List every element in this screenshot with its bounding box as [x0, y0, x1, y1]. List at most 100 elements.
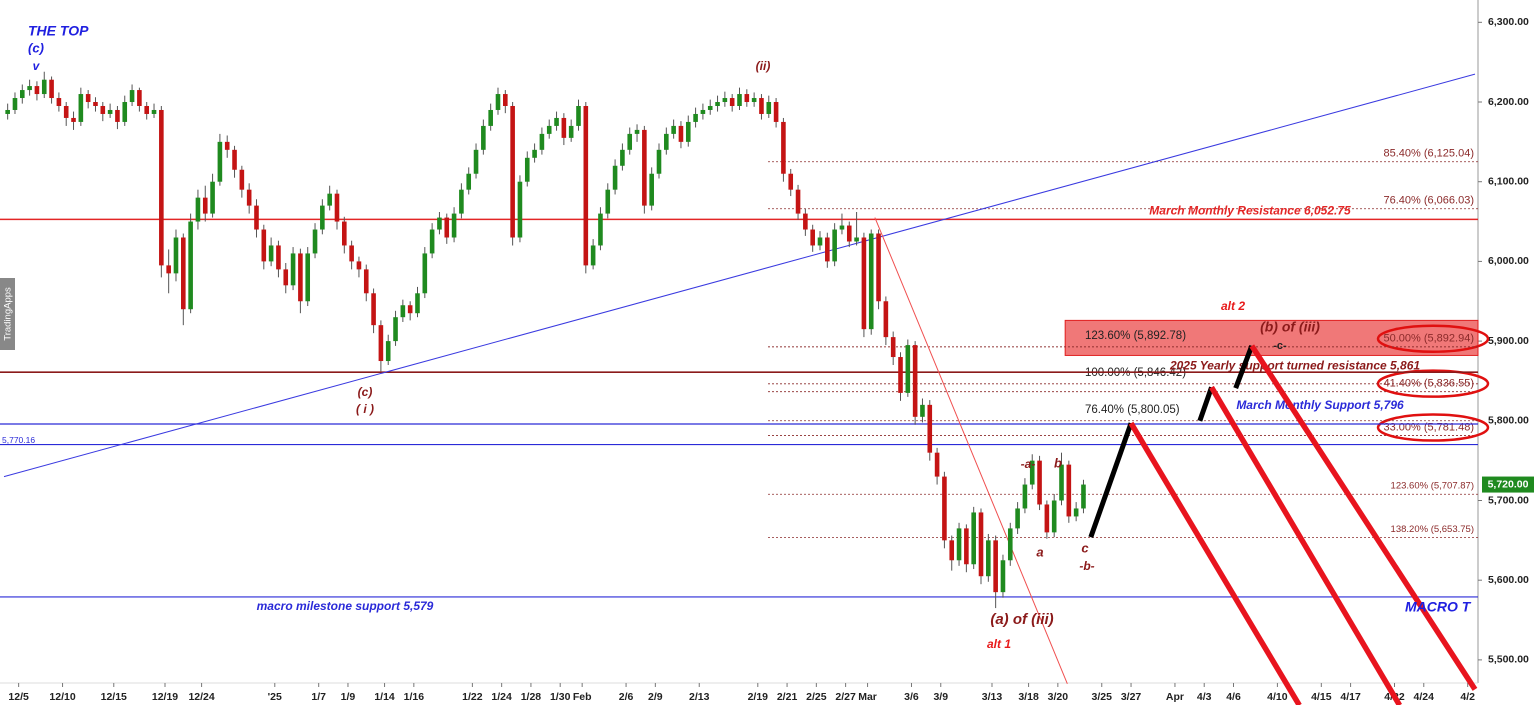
x-tick-label: 12/5	[8, 691, 29, 703]
x-tick-label: 1/7	[311, 691, 326, 703]
candle-body	[854, 237, 859, 242]
x-tick-label: 3/27	[1121, 691, 1142, 703]
last-price-tag	[1482, 476, 1534, 493]
candle-body	[700, 109, 706, 114]
candle-body	[107, 109, 113, 114]
candle-body	[224, 141, 230, 150]
x-tick-label: 2/27	[835, 691, 856, 703]
annotation: alt 1	[987, 637, 1011, 651]
projection-path	[1128, 421, 1302, 705]
candle-body	[327, 193, 332, 206]
candle-body	[437, 217, 442, 230]
y-tick-label: 5,700.00	[1488, 494, 1529, 506]
candle-body	[93, 102, 98, 106]
label-box	[1078, 401, 1193, 417]
annotation: (ii)	[756, 59, 771, 73]
candle-body	[664, 133, 669, 150]
candle-body	[568, 125, 574, 138]
annotation: c	[1081, 540, 1089, 555]
projection-path	[1197, 386, 1214, 422]
candle-body	[378, 325, 384, 362]
candle-body	[239, 169, 245, 190]
candle-body	[964, 528, 969, 565]
watermark: TradingApps	[3, 287, 14, 341]
candle-body	[34, 86, 40, 95]
highlight-ellipse	[1376, 324, 1490, 353]
candle-body	[19, 90, 25, 99]
candle-body	[261, 229, 267, 262]
candle-body	[1051, 500, 1057, 533]
candle-body	[978, 512, 984, 577]
candle-body	[825, 237, 830, 262]
candle-body	[342, 221, 347, 246]
candle-body	[503, 94, 508, 106]
candle-body	[12, 98, 18, 110]
x-tick-label: '25	[268, 691, 282, 703]
x-tick-label: 3/25	[1092, 691, 1113, 703]
candle-body	[649, 173, 654, 206]
annotation: THE TOP	[28, 23, 89, 39]
annotation: (a) of (iii)	[990, 611, 1053, 628]
candle-body	[1022, 484, 1028, 509]
x-tick-label: 4/10	[1267, 691, 1288, 703]
candle-body	[861, 237, 867, 330]
x-tick-label: 4/3	[1197, 691, 1212, 703]
x-tick-label: 2/9	[648, 691, 663, 703]
candle-body	[656, 149, 662, 174]
fib-label: 50.00% (5,892.94)	[1383, 333, 1474, 345]
annotation: -c-	[1273, 340, 1287, 352]
candle-body	[312, 229, 318, 254]
candle-body	[766, 102, 772, 114]
annotation: (b) of (iii)	[1260, 319, 1320, 335]
level-label: March Monthly Support 5,796	[1236, 398, 1404, 412]
candle-body	[1037, 460, 1042, 505]
candle-body	[517, 181, 523, 238]
x-tick-label: 2/25	[806, 691, 827, 703]
candle-body	[905, 345, 911, 393]
annotation: b	[1054, 455, 1062, 470]
candle-body	[298, 253, 303, 302]
annotation: ( i )	[356, 402, 374, 416]
candle-body	[129, 90, 135, 103]
candle-body	[627, 133, 633, 150]
x-tick-label: 3/9	[933, 691, 948, 703]
x-tick-label: 4/6	[1226, 691, 1241, 703]
candle-body	[363, 269, 369, 294]
candle-body	[444, 217, 450, 238]
candle-body	[751, 98, 757, 103]
candle-body	[583, 105, 589, 266]
x-tick-label: Apr	[1166, 691, 1184, 703]
y-tick-label: 5,800.00	[1488, 415, 1529, 427]
candle-body	[122, 102, 128, 122]
candle-body	[810, 229, 815, 246]
candle-body	[737, 94, 742, 106]
x-tick-label: 12/15	[101, 691, 127, 703]
x-tick-label: 1/9	[341, 691, 356, 703]
candle-body	[400, 305, 406, 318]
x-tick-label: 2/6	[619, 691, 634, 703]
candle-body	[1066, 464, 1072, 517]
level-label: 5,770.16	[2, 435, 35, 445]
y-tick-label: 6,000.00	[1488, 255, 1529, 267]
x-tick-label: 4/24	[1414, 691, 1435, 703]
level-label: March Monthly Resistance 6,052.75	[1149, 204, 1351, 218]
candle-body	[986, 540, 991, 577]
x-tick-label: 12/24	[188, 691, 214, 703]
y-tick-label: 6,200.00	[1488, 96, 1529, 108]
candle-body	[634, 129, 640, 134]
x-tick-label: 3/6	[904, 691, 919, 703]
candle-body	[803, 213, 808, 230]
fib-label: 138.20% (5,653.75)	[1391, 524, 1474, 535]
candle-body	[715, 102, 720, 106]
watermark-box	[0, 278, 15, 350]
projection-path	[1209, 385, 1402, 705]
candle-body	[246, 189, 252, 206]
candle-body	[210, 181, 215, 214]
candle-body	[576, 105, 581, 126]
y-tick-label: 5,900.00	[1488, 335, 1529, 347]
candle-body	[71, 117, 76, 122]
candle-body	[539, 133, 545, 150]
candle-body	[942, 476, 947, 541]
candle-body	[1007, 528, 1013, 561]
candle-body	[898, 357, 903, 393]
